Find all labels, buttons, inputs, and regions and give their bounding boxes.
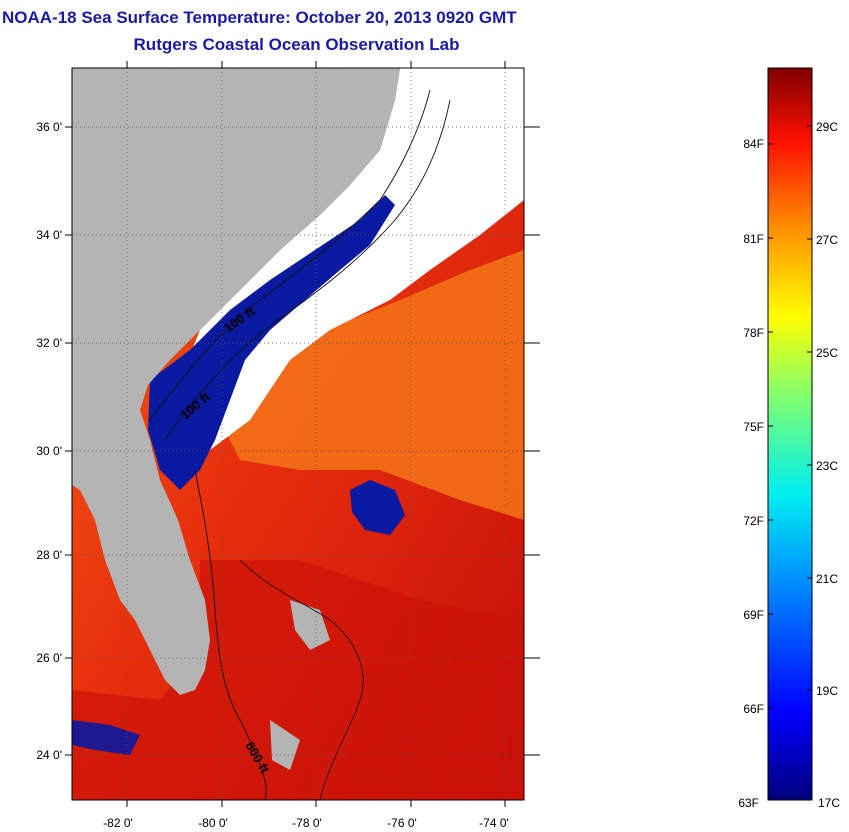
colorbar-c-23: 23C: [816, 459, 838, 473]
lon-label-80: -80 0': [198, 816, 228, 830]
map-ticks: [65, 61, 540, 807]
lon-label-82: -82 0': [103, 816, 133, 830]
map-subtitle: Rutgers Coastal Ocean Observation Lab: [133, 35, 460, 54]
land-mass: [72, 68, 400, 695]
colorbar-f-63: 63F: [738, 796, 759, 810]
land-north: [355, 68, 395, 110]
colorbar-f-66: 66F: [743, 702, 764, 716]
colorbar-c-17: 17C: [818, 796, 840, 810]
graticule: [72, 68, 524, 800]
lat-label-34: 34 0': [36, 228, 62, 242]
depth-contour-100ft: [149, 89, 431, 421]
lon-label-76: -76 0': [387, 816, 417, 830]
warm-gulf-stream-region: [220, 250, 524, 520]
lat-label-36: 36 0': [36, 120, 62, 134]
bahamas-island-south: [270, 720, 300, 770]
colorbar-f-72: 72F: [743, 514, 764, 528]
colorbar-f-69: 69F: [743, 608, 764, 622]
colorbar-c-19: 19C: [816, 684, 838, 698]
cool-eddy: [350, 480, 405, 535]
bahamas-island: [290, 600, 330, 650]
depth-contour-bahamas: [239, 559, 364, 800]
colorbar-f-78: 78F: [743, 326, 764, 340]
cool-coastal-water: [148, 195, 395, 490]
colorbar-f-81: 81F: [743, 232, 764, 246]
colorbar-c-25: 25C: [816, 346, 838, 360]
lon-label-74: -74 0': [479, 816, 509, 830]
lat-label-26: 26 0': [36, 651, 62, 665]
colorbar-ticks: [768, 125, 812, 709]
lon-label-78: -78 0': [292, 816, 322, 830]
map-title: NOAA-18 Sea Surface Temperature: October…: [2, 8, 517, 27]
colorbar-f-75: 75F: [743, 420, 764, 434]
map-frame: [71, 67, 525, 801]
lat-label-30: 30 0': [36, 444, 62, 458]
lat-label-24: 24 0': [36, 748, 62, 762]
colorbar-c-27: 27C: [816, 233, 838, 247]
depth-contour-600ft: [164, 99, 451, 441]
colorbar-f-84: 84F: [743, 137, 764, 151]
lat-label-32: 32 0': [36, 336, 62, 350]
depth-contour-florida-strait: [194, 469, 267, 800]
lat-label-28: 28 0': [36, 548, 62, 562]
map-area: [72, 68, 524, 800]
colorbar-c-29: 29C: [816, 120, 838, 134]
colorbar-c-21: 21C: [816, 572, 838, 586]
temperature-colorbar: [767, 67, 813, 801]
cool-patch-south: [72, 720, 140, 755]
